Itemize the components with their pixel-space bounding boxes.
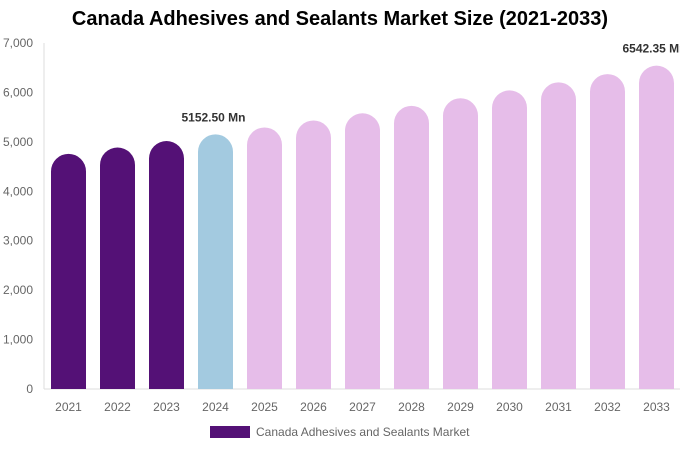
x-tick-label: 2026 [300, 400, 327, 414]
bar-2023 [149, 141, 184, 389]
bar-2028 [394, 105, 429, 389]
legend: Canada Adhesives and Sealants Market [210, 425, 469, 439]
x-tick-label: 2024 [202, 400, 229, 414]
x-tick-label: 2021 [55, 400, 82, 414]
bar-2026 [296, 120, 331, 389]
y-tick-label: 5,000 [3, 135, 33, 149]
y-tick-label: 6,000 [3, 85, 33, 99]
legend-label: Canada Adhesives and Sealants Market [256, 425, 470, 439]
y-tick-label: 4,000 [3, 184, 33, 198]
bar-2021 [51, 153, 86, 389]
chart-title: Canada Adhesives and Sealants Market Siz… [71, 8, 609, 30]
bar-2022 [100, 147, 135, 389]
y-tick-label: 1,000 [3, 333, 33, 347]
x-tick-label: 2030 [496, 400, 523, 414]
bar-2033 [639, 65, 674, 390]
x-tick-label: 2023 [153, 400, 180, 414]
x-tick-label: 2029 [447, 400, 474, 414]
bar-2024 [198, 134, 233, 389]
x-tick-label: 2027 [349, 400, 376, 414]
legend-swatch [210, 426, 250, 438]
bar-2027 [345, 113, 380, 389]
x-tick-label: 2031 [545, 400, 572, 414]
x-tick-label: 2032 [594, 400, 621, 414]
bar-2031 [541, 82, 576, 389]
bar-2029 [443, 98, 478, 389]
x-tick-label: 2028 [398, 400, 425, 414]
x-tick-label: 2022 [104, 400, 131, 414]
bar-2025 [247, 127, 282, 390]
bar-2032 [590, 74, 625, 389]
y-tick-label: 7,000 [3, 36, 33, 50]
x-tick-label: 2033 [643, 400, 670, 414]
bar-2030 [492, 90, 527, 389]
y-tick-label: 3,000 [3, 234, 33, 248]
y-tick-label: 2,000 [3, 283, 33, 297]
y-tick-label: 0 [26, 382, 33, 396]
data-label-2024: 5152.50 Mn [181, 110, 245, 124]
data-label-2033: 6542.35 Mn [622, 42, 680, 56]
x-tick-label: 2025 [251, 400, 278, 414]
